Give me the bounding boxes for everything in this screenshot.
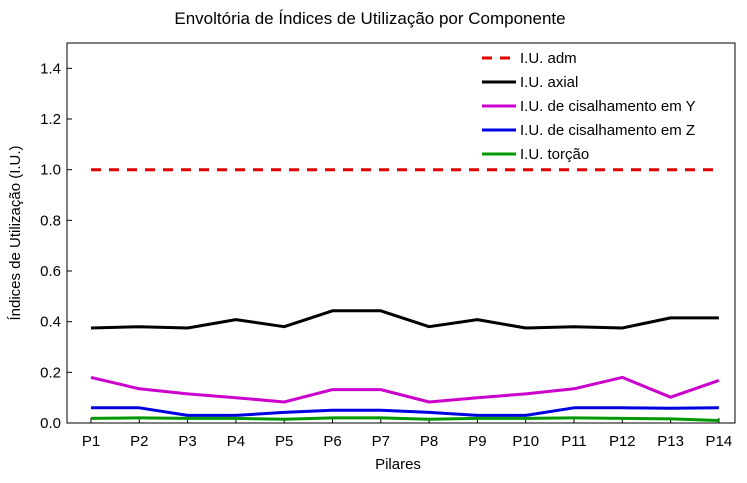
y-tick-label: 0.2 xyxy=(40,364,61,381)
x-tick-label: P2 xyxy=(130,433,148,450)
legend-label: I.U. de cisalhamento em Z xyxy=(520,122,695,139)
x-tick-label: P1 xyxy=(82,433,100,450)
x-tick-label: P3 xyxy=(178,433,196,450)
plot-area: 0.00.20.40.60.81.01.21.4 P1 P2 P3 P4 P5 P6 P7 P… xyxy=(40,42,736,450)
x-tick-label: P14 xyxy=(706,433,733,450)
x-axis-ticks: P1 P2 P3 P4 P5 P6 P7 P8 P9 P10 P11 P12 P13 P14 xyxy=(82,418,732,450)
x-tick-label: P13 xyxy=(657,433,684,450)
legend-label: I.U. adm xyxy=(520,50,577,67)
x-tick-label: P11 xyxy=(561,433,587,450)
legend: I.U. adm I.U. axial I.U. de cisalhamento e… xyxy=(482,50,696,163)
y-tick-label: 0.0 xyxy=(40,415,61,432)
series-line-5 xyxy=(90,416,719,422)
x-axis-label: Pilares xyxy=(375,456,421,473)
legend-label: I.U. torção xyxy=(520,146,589,163)
x-tick-label: P6 xyxy=(323,433,341,450)
y-tick-label: 0.8 xyxy=(40,212,61,229)
plot-frame xyxy=(66,42,736,424)
y-tick-label: 1.0 xyxy=(40,162,61,179)
x-tick-label: P5 xyxy=(275,433,293,450)
chart-title: Envoltória de Índices de Utilização por … xyxy=(174,9,565,28)
series-line-4 xyxy=(91,406,719,417)
legend-label: I.U. axial xyxy=(520,74,578,91)
y-tick-label: 1.2 xyxy=(40,111,61,128)
x-tick-label: P12 xyxy=(609,433,636,450)
y-tick-label: 1.4 xyxy=(40,60,61,77)
y-tick-label: 0.4 xyxy=(40,314,61,331)
x-tick-label: P9 xyxy=(468,433,486,450)
series-group xyxy=(90,168,720,422)
y-axis-ticks: 0.0 0.2 0.4 0.6 0.8 1.0 1.2 1.4 xyxy=(40,60,72,432)
y-axis-label: Índices de Utilização (I.U.) xyxy=(7,145,24,320)
x-tick-label: P7 xyxy=(372,433,390,450)
series-line-3 xyxy=(90,375,720,404)
x-tick-label: P8 xyxy=(420,433,438,450)
y-tick-label: 0.6 xyxy=(40,263,61,280)
x-tick-label: P4 xyxy=(227,433,245,450)
legend-label: I.U. de cisalhamento em Y xyxy=(520,98,696,115)
series-line-2 xyxy=(90,309,719,330)
x-tick-label: P10 xyxy=(512,433,539,450)
